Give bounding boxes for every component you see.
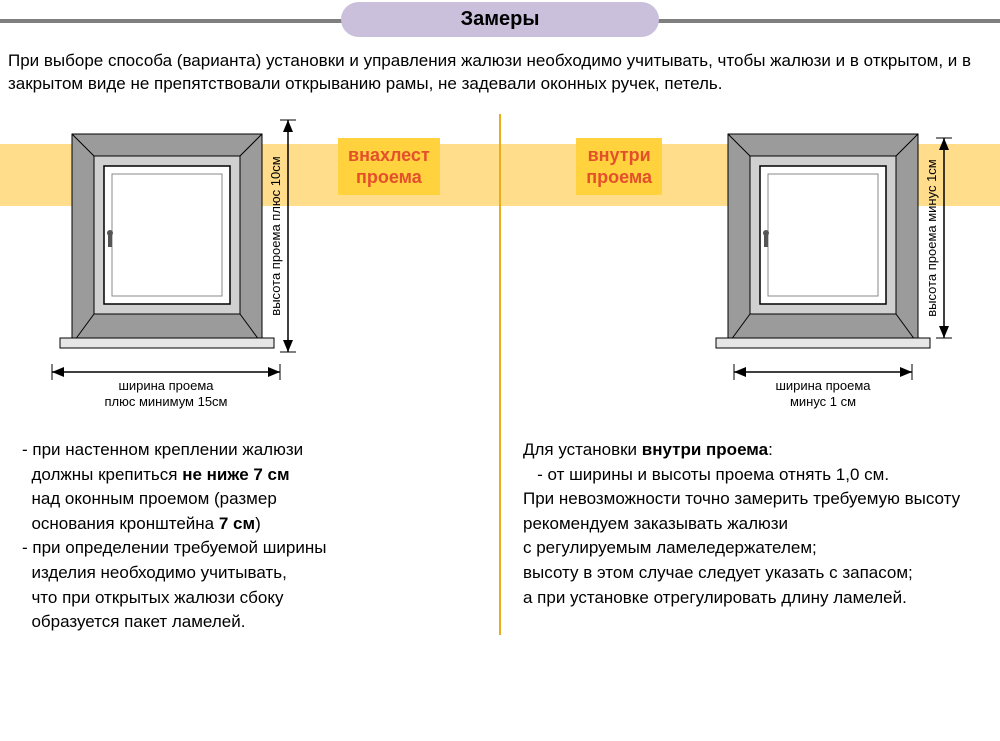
right-diagram-wrap: высота проема минус 1см ширина проемамину… [513, 114, 988, 424]
svg-text:плюс минимум 15см: плюс минимум 15см [104, 394, 227, 409]
left-tag: внахлест проема [338, 138, 440, 195]
svg-text:ширина проема: ширина проема [775, 378, 871, 393]
svg-text:минус 1 см: минус 1 см [790, 394, 856, 409]
intro-text: При выборе способа (варианта) установки … [0, 46, 1000, 114]
right-column: высота проема минус 1см ширина проемамину… [501, 114, 1000, 635]
svg-text:ширина проема: ширина проема [118, 378, 214, 393]
right-description: Для установки внутри проема: - от ширины… [513, 438, 988, 610]
svg-text:высота проема плюс 10см: высота проема плюс 10см [268, 156, 283, 315]
title-banner: Замеры [0, 0, 1000, 38]
right-window-diagram: высота проема минус 1см ширина проемамину… [668, 114, 988, 424]
page-title: Замеры [341, 2, 660, 37]
left-description: - при настенном креплении жалюзи должны … [12, 438, 487, 635]
left-column: высота проема плюс 10см ширина проемаплюс… [0, 114, 499, 635]
right-tag: внутри проема [576, 138, 662, 195]
content-row: высота проема плюс 10смширина проемаплюс… [0, 114, 1000, 635]
left-window-diagram: высота проема плюс 10см ширина проемаплюс… [12, 114, 332, 424]
left-diagram-wrap: высота проема плюс 10см ширина проемаплюс… [12, 114, 487, 424]
svg-text:высота проема минус 1см: высота проема минус 1см [924, 159, 939, 317]
